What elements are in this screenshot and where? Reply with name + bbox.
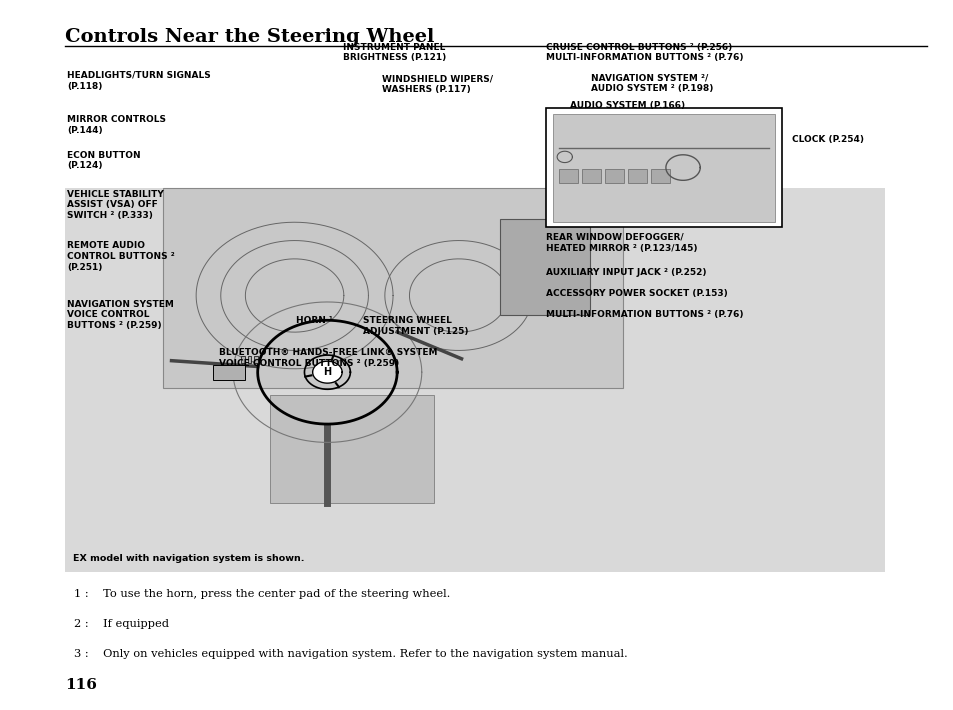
Bar [241,356,244,363]
Bar [499,219,589,315]
Bar [627,169,646,183]
Text: EX model with navigation system is shown.: EX model with navigation system is shown… [72,554,304,563]
Text: NAVIGATION SYSTEM ²/
AUDIO SYSTEM ² (P.198): NAVIGATION SYSTEM ²/ AUDIO SYSTEM ² (P.1… [591,73,713,93]
Text: REMOTE AUDIO
CONTROL BUTTONS ²
(P.251): REMOTE AUDIO CONTROL BUTTONS ² (P.251) [67,241,174,272]
Bar [553,114,774,222]
Text: 116: 116 [65,678,96,692]
Text: CRUISE CONTROL BUTTONS ² (P.256)
MULTI-INFORMATION BUTTONS ² (P.76): CRUISE CONTROL BUTTONS ² (P.256) MULTI-I… [545,43,742,62]
Text: VEHICLE STABILITY
ASSIST (VSA) OFF
SWITCH ² (P.333): VEHICLE STABILITY ASSIST (VSA) OFF SWITC… [67,190,163,220]
Text: ECON BUTTON
(P.124): ECON BUTTON (P.124) [67,151,140,170]
Text: HORN ¹: HORN ¹ [295,316,333,325]
Text: MIRROR CONTROLS
(P.144): MIRROR CONTROLS (P.144) [67,115,166,135]
Text: 2 :    If equipped: 2 : If equipped [74,619,170,629]
Text: INSTRUMENT PANEL
BRIGHTNESS (P.121): INSTRUMENT PANEL BRIGHTNESS (P.121) [343,43,446,62]
Text: MULTI-INFORMATION BUTTONS ² (P.76): MULTI-INFORMATION BUTTONS ² (P.76) [545,310,742,320]
Text: Controls Near the Steering Wheel: Controls Near the Steering Wheel [65,28,434,46]
Bar [270,395,434,503]
Bar [248,356,251,363]
Bar [558,169,578,183]
Text: AUDIO SYSTEM (P.166): AUDIO SYSTEM (P.166) [570,101,685,110]
Text: REAR WINDOW DEFOGGER/
HEATED MIRROR ² (P.123/145): REAR WINDOW DEFOGGER/ HEATED MIRROR ² (P… [545,233,697,253]
Text: AUXILIARY INPUT JACK ² (P.252): AUXILIARY INPUT JACK ² (P.252) [545,268,705,277]
Text: NAVIGATION SYSTEM
VOICE CONTROL
BUTTONS ² (P.259): NAVIGATION SYSTEM VOICE CONTROL BUTTONS … [67,300,173,330]
Bar [604,169,623,183]
Bar [545,108,781,227]
Text: CLOCK (P.254): CLOCK (P.254) [791,135,862,144]
Text: STEERING WHEEL
ADJUSTMENT (P.125): STEERING WHEEL ADJUSTMENT (P.125) [362,316,468,336]
Text: ACCESSORY POWER SOCKET (P.153): ACCESSORY POWER SOCKET (P.153) [545,289,727,298]
Text: BLUETOOTH® HANDS-FREE LINK® SYSTEM
VOICE CONTROL BUTTONS ² (P.259): BLUETOOTH® HANDS-FREE LINK® SYSTEM VOICE… [219,348,437,368]
Text: WINDSHIELD WIPERS/
WASHERS (P.117): WINDSHIELD WIPERS/ WASHERS (P.117) [381,75,492,94]
Text: HEADLIGHTS/TURN SIGNALS
(P.118): HEADLIGHTS/TURN SIGNALS (P.118) [67,71,211,91]
Bar [213,364,245,380]
Text: H: H [323,367,331,377]
Bar [254,356,257,363]
Bar [65,188,884,572]
Bar [163,188,622,388]
Polygon shape [313,361,342,383]
Bar [650,169,669,183]
Text: 1 :    To use the horn, press the center pad of the steering wheel.: 1 : To use the horn, press the center pa… [74,589,451,599]
Text: 3 :    Only on vehicles equipped with navigation system. Refer to the navigation: 3 : Only on vehicles equipped with navig… [74,649,627,659]
Bar [581,169,600,183]
